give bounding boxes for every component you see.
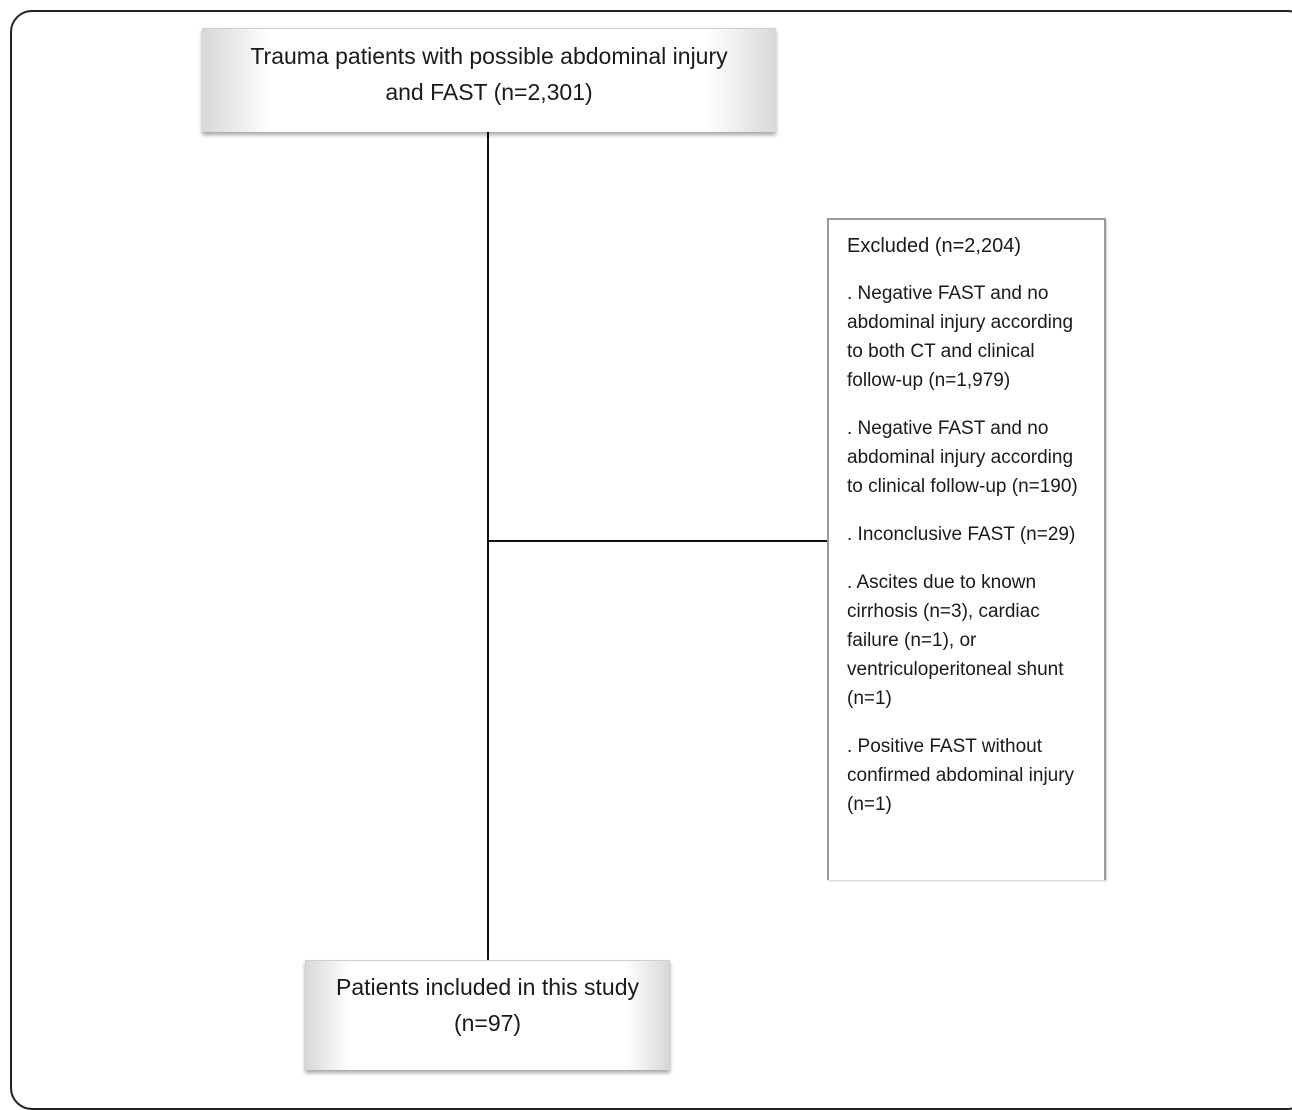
enrollment-box-line-2: and FAST (n=2,301) [385,79,593,105]
excluded-item-ct-and-followup: . Negative FAST and no abdominal injury … [847,283,1074,391]
included-box-line-2: (n=97) [453,1010,522,1036]
enrollment-box-line-1: Trauma patients with possible abdominal … [250,43,728,69]
exclusion-branch-connector [487,540,827,542]
included-box-line-1: Patients included in this study [335,974,639,1000]
enrollment-box: Trauma patients with possible abdominal … [202,28,776,132]
included-box: Patients included in this study (n=97) [305,960,670,1070]
excluded-item-ascites: . Ascites due to known cirrhosis (n=3), … [847,572,1064,709]
excluded-item-inconclusive-fast: . Inconclusive FAST (n=29) [847,524,1076,545]
excluded-box: Excluded (n=2,204) . Negative FAST and n… [827,218,1106,880]
main-flow-connector [487,132,489,960]
excluded-box-title: Excluded (n=2,204) [847,235,1022,257]
excluded-item-clinical-followup: . Negative FAST and no abdominal injury … [847,418,1078,497]
excluded-item-positive-fast: . Positive FAST without confirmed abdomi… [847,736,1075,815]
